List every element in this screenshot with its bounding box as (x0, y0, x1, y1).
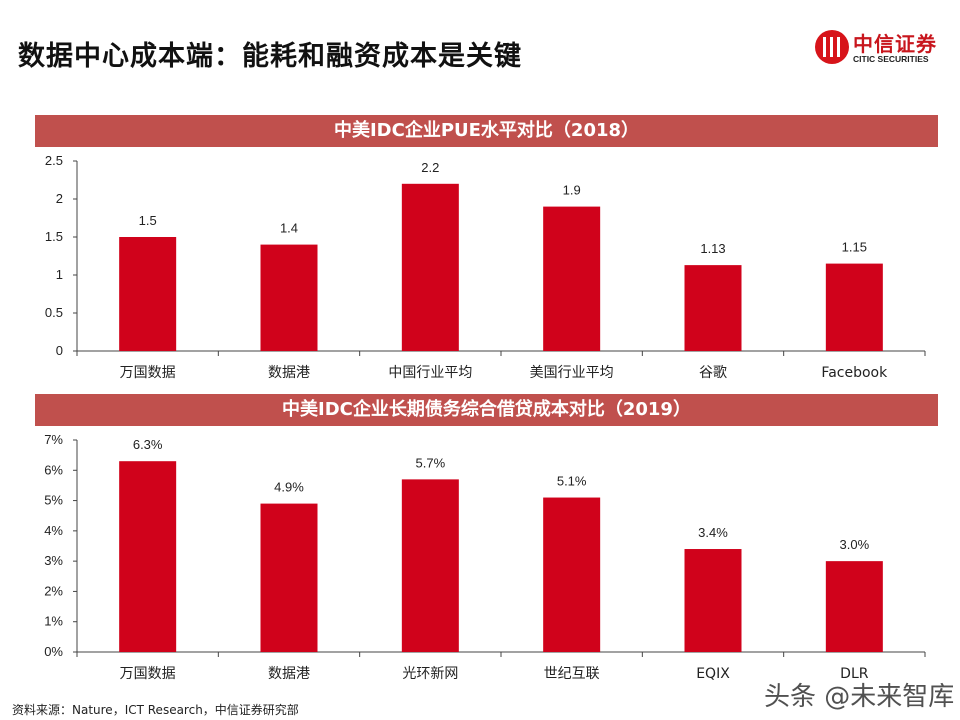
y-tick-label: 0 (56, 343, 63, 358)
data-label: 3.4% (698, 525, 728, 540)
bar (543, 206, 601, 351)
data-label: 6.3% (133, 437, 163, 452)
watermark: 头条 @未来智库 (764, 682, 955, 712)
bar (260, 244, 318, 351)
data-label: 2.2 (421, 160, 439, 175)
y-tick-label: 1 (56, 267, 63, 282)
data-label: 1.15 (842, 240, 867, 255)
citic-logo: 中信证券 CITIC SECURITIES (815, 28, 945, 68)
bar (119, 237, 177, 351)
y-tick-label: 1% (44, 614, 63, 629)
chart1-title: 中美IDC企业PUE水平对比（2018） (35, 115, 938, 147)
data-label: 1.13 (700, 241, 725, 256)
y-tick-label: 0% (44, 644, 63, 659)
bar (684, 549, 742, 652)
x-tick-label: 数据港 (268, 365, 310, 381)
data-label: 3.0% (840, 537, 870, 552)
y-tick-label: 5% (44, 493, 63, 508)
x-tick-label: 万国数据 (120, 365, 176, 381)
bar (825, 561, 883, 652)
y-tick-label: 6% (44, 462, 63, 477)
x-tick-label: DLR (840, 666, 869, 682)
bar (543, 497, 601, 652)
y-tick-label: 3% (44, 553, 63, 568)
x-tick-label: 万国数据 (120, 666, 176, 682)
data-label: 1.4 (280, 221, 298, 236)
data-label: 1.5 (139, 213, 157, 228)
logo-cn: 中信证券 (853, 32, 937, 56)
bar (260, 503, 318, 652)
bar (401, 183, 459, 351)
x-tick-label: 光环新网 (402, 666, 458, 682)
bar (684, 265, 742, 351)
citic-logo-icon (815, 30, 849, 64)
y-tick-label: 2.5 (45, 153, 63, 168)
x-tick-label: Facebook (821, 365, 888, 381)
x-tick-label: EQIX (696, 666, 730, 682)
y-tick-label: 0.5 (45, 305, 63, 320)
y-tick-label: 1.5 (45, 229, 63, 244)
x-tick-label: 数据港 (268, 666, 310, 682)
x-tick-label: 谷歌 (699, 365, 727, 381)
bar (119, 461, 177, 652)
y-tick-label: 4% (44, 523, 63, 538)
data-label: 5.7% (416, 455, 446, 470)
y-tick-label: 2% (44, 583, 63, 598)
page-title: 数据中心成本端：能耗和融资成本是关键 (18, 41, 522, 72)
source-note: 资料来源：Nature，ICT Research，中信证券研究部 (12, 703, 299, 717)
data-label: 1.9 (563, 183, 581, 198)
bar (825, 263, 883, 351)
x-tick-label: 美国行业平均 (530, 365, 614, 381)
x-tick-label: 中国行业平均 (388, 365, 472, 381)
data-label: 4.9% (274, 480, 304, 495)
data-label: 5.1% (557, 474, 587, 489)
chart2-title: 中美IDC企业长期债务综合借贷成本对比（2019） (35, 394, 938, 426)
x-tick-label: 世纪互联 (544, 666, 600, 682)
y-tick-label: 2 (56, 191, 63, 206)
bar (401, 479, 459, 652)
y-tick-label: 7% (44, 432, 63, 447)
logo-en: CITIC SECURITIES (853, 54, 929, 64)
